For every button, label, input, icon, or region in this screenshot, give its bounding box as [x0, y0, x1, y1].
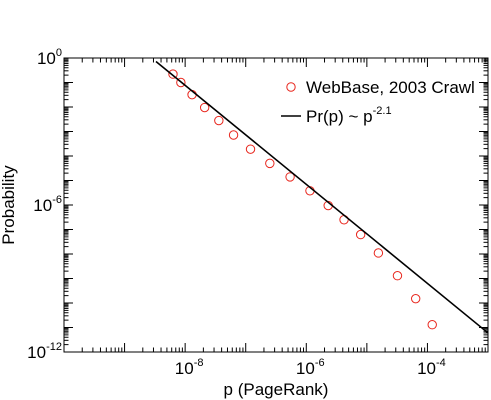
x-tick-label: 10-6 [296, 357, 325, 378]
data-point [265, 158, 275, 169]
data-point [168, 69, 178, 79]
y-tick-label-base: 10 [37, 49, 56, 68]
data-point [228, 130, 239, 140]
power-law-fit-line [155, 60, 489, 334]
data-point [199, 102, 210, 113]
data-point [373, 248, 384, 258]
plot-marks [155, 60, 489, 334]
y-axis-label: Probability [0, 165, 18, 245]
legend: WebBase, 2003 Crawl Pr(p) ~ p-2.1 [281, 78, 475, 126]
plot-frame [63, 57, 489, 353]
x-tick-label-exponent: -6 [315, 357, 325, 369]
data-point [245, 144, 256, 154]
data-point [285, 172, 295, 182]
y-tick-label-exponent: 0 [56, 47, 62, 59]
data-point [214, 115, 224, 126]
legend-label-fit-base: Pr(p) ~ p [306, 107, 373, 126]
x-tick-label: 10-4 [417, 357, 446, 378]
y-tick-label: 10-6 [33, 194, 62, 215]
data-point [392, 271, 403, 281]
x-tick-label-exponent: -8 [194, 357, 204, 369]
y-tick-label-base: 10 [27, 343, 46, 362]
data-point [427, 320, 437, 330]
legend-marker-circle [286, 82, 296, 92]
y-tick-label-exponent: -6 [52, 194, 62, 206]
y-tick-label-base: 10 [33, 196, 52, 215]
data-point [355, 229, 366, 240]
y-tick-label: 100 [37, 47, 62, 68]
data-point [410, 293, 421, 304]
x-tick-label-base: 10 [175, 359, 194, 378]
axis-ticks [63, 57, 489, 353]
data-point [176, 77, 186, 88]
y-tick-label: 10-12 [27, 341, 62, 362]
x-tick-label-base: 10 [296, 359, 315, 378]
x-axis-label: p (PageRank) [224, 380, 329, 399]
x-tick-label-base: 10 [417, 359, 436, 378]
x-tick-label-exponent: -4 [436, 357, 446, 369]
legend-label-scatter: WebBase, 2003 Crawl [306, 78, 475, 97]
legend-label-fit-exponent: -2.1 [373, 105, 392, 117]
x-tick-label: 10-8 [175, 357, 204, 378]
legend-label-fit: Pr(p) ~ p-2.1 [306, 105, 392, 126]
y-tick-label-exponent: -12 [46, 341, 62, 353]
